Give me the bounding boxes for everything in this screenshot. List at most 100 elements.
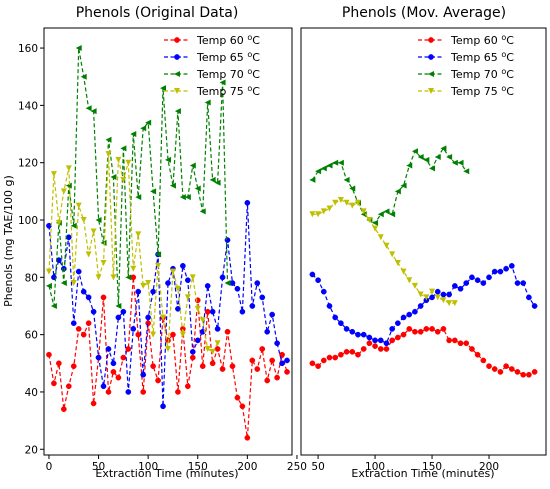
data-point (486, 274, 492, 281)
data-point (395, 334, 401, 341)
data-point (160, 85, 167, 92)
series-group (309, 145, 538, 378)
chart-title: Phenols (Original Data) (76, 5, 239, 21)
data-point (457, 285, 464, 292)
data-point (189, 274, 196, 281)
data-point (332, 314, 339, 321)
data-point (209, 348, 216, 355)
data-point (60, 280, 67, 287)
data-point (150, 288, 156, 295)
chart-title: Phenols (Mov. Average) (342, 5, 506, 21)
data-point (70, 363, 77, 370)
data-point (194, 337, 201, 344)
data-point (184, 294, 191, 301)
series-group (45, 45, 290, 441)
data-point (70, 222, 77, 229)
data-point (320, 357, 327, 364)
y-tick-label: 120 (18, 158, 38, 170)
data-point (395, 320, 401, 327)
data-point (179, 194, 186, 201)
data-point (125, 346, 132, 352)
legend-swatch-marker (428, 37, 434, 43)
x-tick-label: 200 (479, 461, 499, 473)
data-point (115, 314, 122, 321)
data-point (440, 291, 447, 298)
data-point (400, 268, 407, 275)
data-point (75, 45, 82, 52)
data-point (360, 331, 367, 338)
data-point (100, 383, 107, 390)
legend-label: Temp 60 oC (450, 33, 514, 47)
data-point (343, 326, 350, 332)
data-point (446, 291, 452, 298)
data-point (315, 363, 321, 370)
data-point (446, 300, 453, 307)
data-point (145, 314, 152, 321)
y-tick-label: 40 (25, 387, 38, 399)
data-point (406, 277, 413, 284)
data-point (355, 331, 361, 338)
data-point (140, 282, 147, 289)
data-point (175, 389, 181, 395)
data-point (440, 145, 447, 152)
data-point (264, 328, 271, 335)
legend-item: Temp 70 oC (164, 67, 260, 81)
data-point (125, 274, 132, 281)
data-point (85, 294, 92, 301)
data-point (209, 176, 216, 183)
x-axis-label: Extraction Time (minutes) (95, 467, 238, 480)
data-point (451, 337, 458, 344)
data-point (150, 188, 157, 195)
data-point (434, 153, 441, 160)
data-point (349, 328, 356, 335)
data-point (46, 351, 52, 358)
data-point (95, 274, 102, 281)
legend-label: Temp 70 oC (450, 67, 514, 81)
x-tick-label: 150 (422, 461, 442, 473)
data-point (75, 202, 82, 209)
data-point (372, 343, 378, 349)
data-point (135, 231, 142, 238)
data-point (130, 274, 137, 281)
data-point (249, 357, 256, 364)
data-point (259, 346, 266, 352)
data-point (204, 345, 211, 352)
data-point (503, 265, 509, 272)
x-tick-label: 150 (188, 461, 208, 473)
data-point (95, 354, 102, 361)
x-axis: 50 100 150 200 (311, 455, 499, 473)
series-temp-65-c (309, 263, 538, 347)
data-point (100, 259, 107, 266)
x-tick-label: 0 (46, 461, 53, 473)
panel-original-data: Phenols (Original Data) 0 50 100 150 200 250 … (2, 5, 307, 480)
data-point (320, 208, 327, 215)
data-point (209, 360, 216, 367)
data-point (355, 351, 361, 358)
x-tick-label: 50 (92, 461, 105, 473)
data-point (120, 354, 127, 361)
data-point (337, 159, 344, 166)
data-point (315, 168, 322, 175)
series-temp-75-c (45, 151, 221, 355)
data-point (451, 159, 458, 166)
data-point (214, 346, 221, 352)
data-point (417, 291, 424, 298)
data-point (214, 340, 221, 347)
legend-swatch-marker (174, 71, 180, 77)
x-axis: 0 50 100 150 200 250 (46, 455, 307, 473)
data-point (326, 354, 333, 361)
data-point (184, 383, 191, 390)
data-point (204, 308, 211, 315)
data-point (469, 274, 475, 281)
data-point (160, 314, 167, 321)
data-point (383, 208, 390, 215)
data-point (377, 234, 384, 241)
data-point (65, 182, 72, 189)
data-point (174, 285, 181, 292)
data-point (474, 277, 481, 284)
data-point (338, 320, 344, 327)
data-point (372, 225, 379, 232)
data-point (326, 162, 333, 169)
data-point (50, 171, 57, 178)
data-point (110, 274, 117, 281)
